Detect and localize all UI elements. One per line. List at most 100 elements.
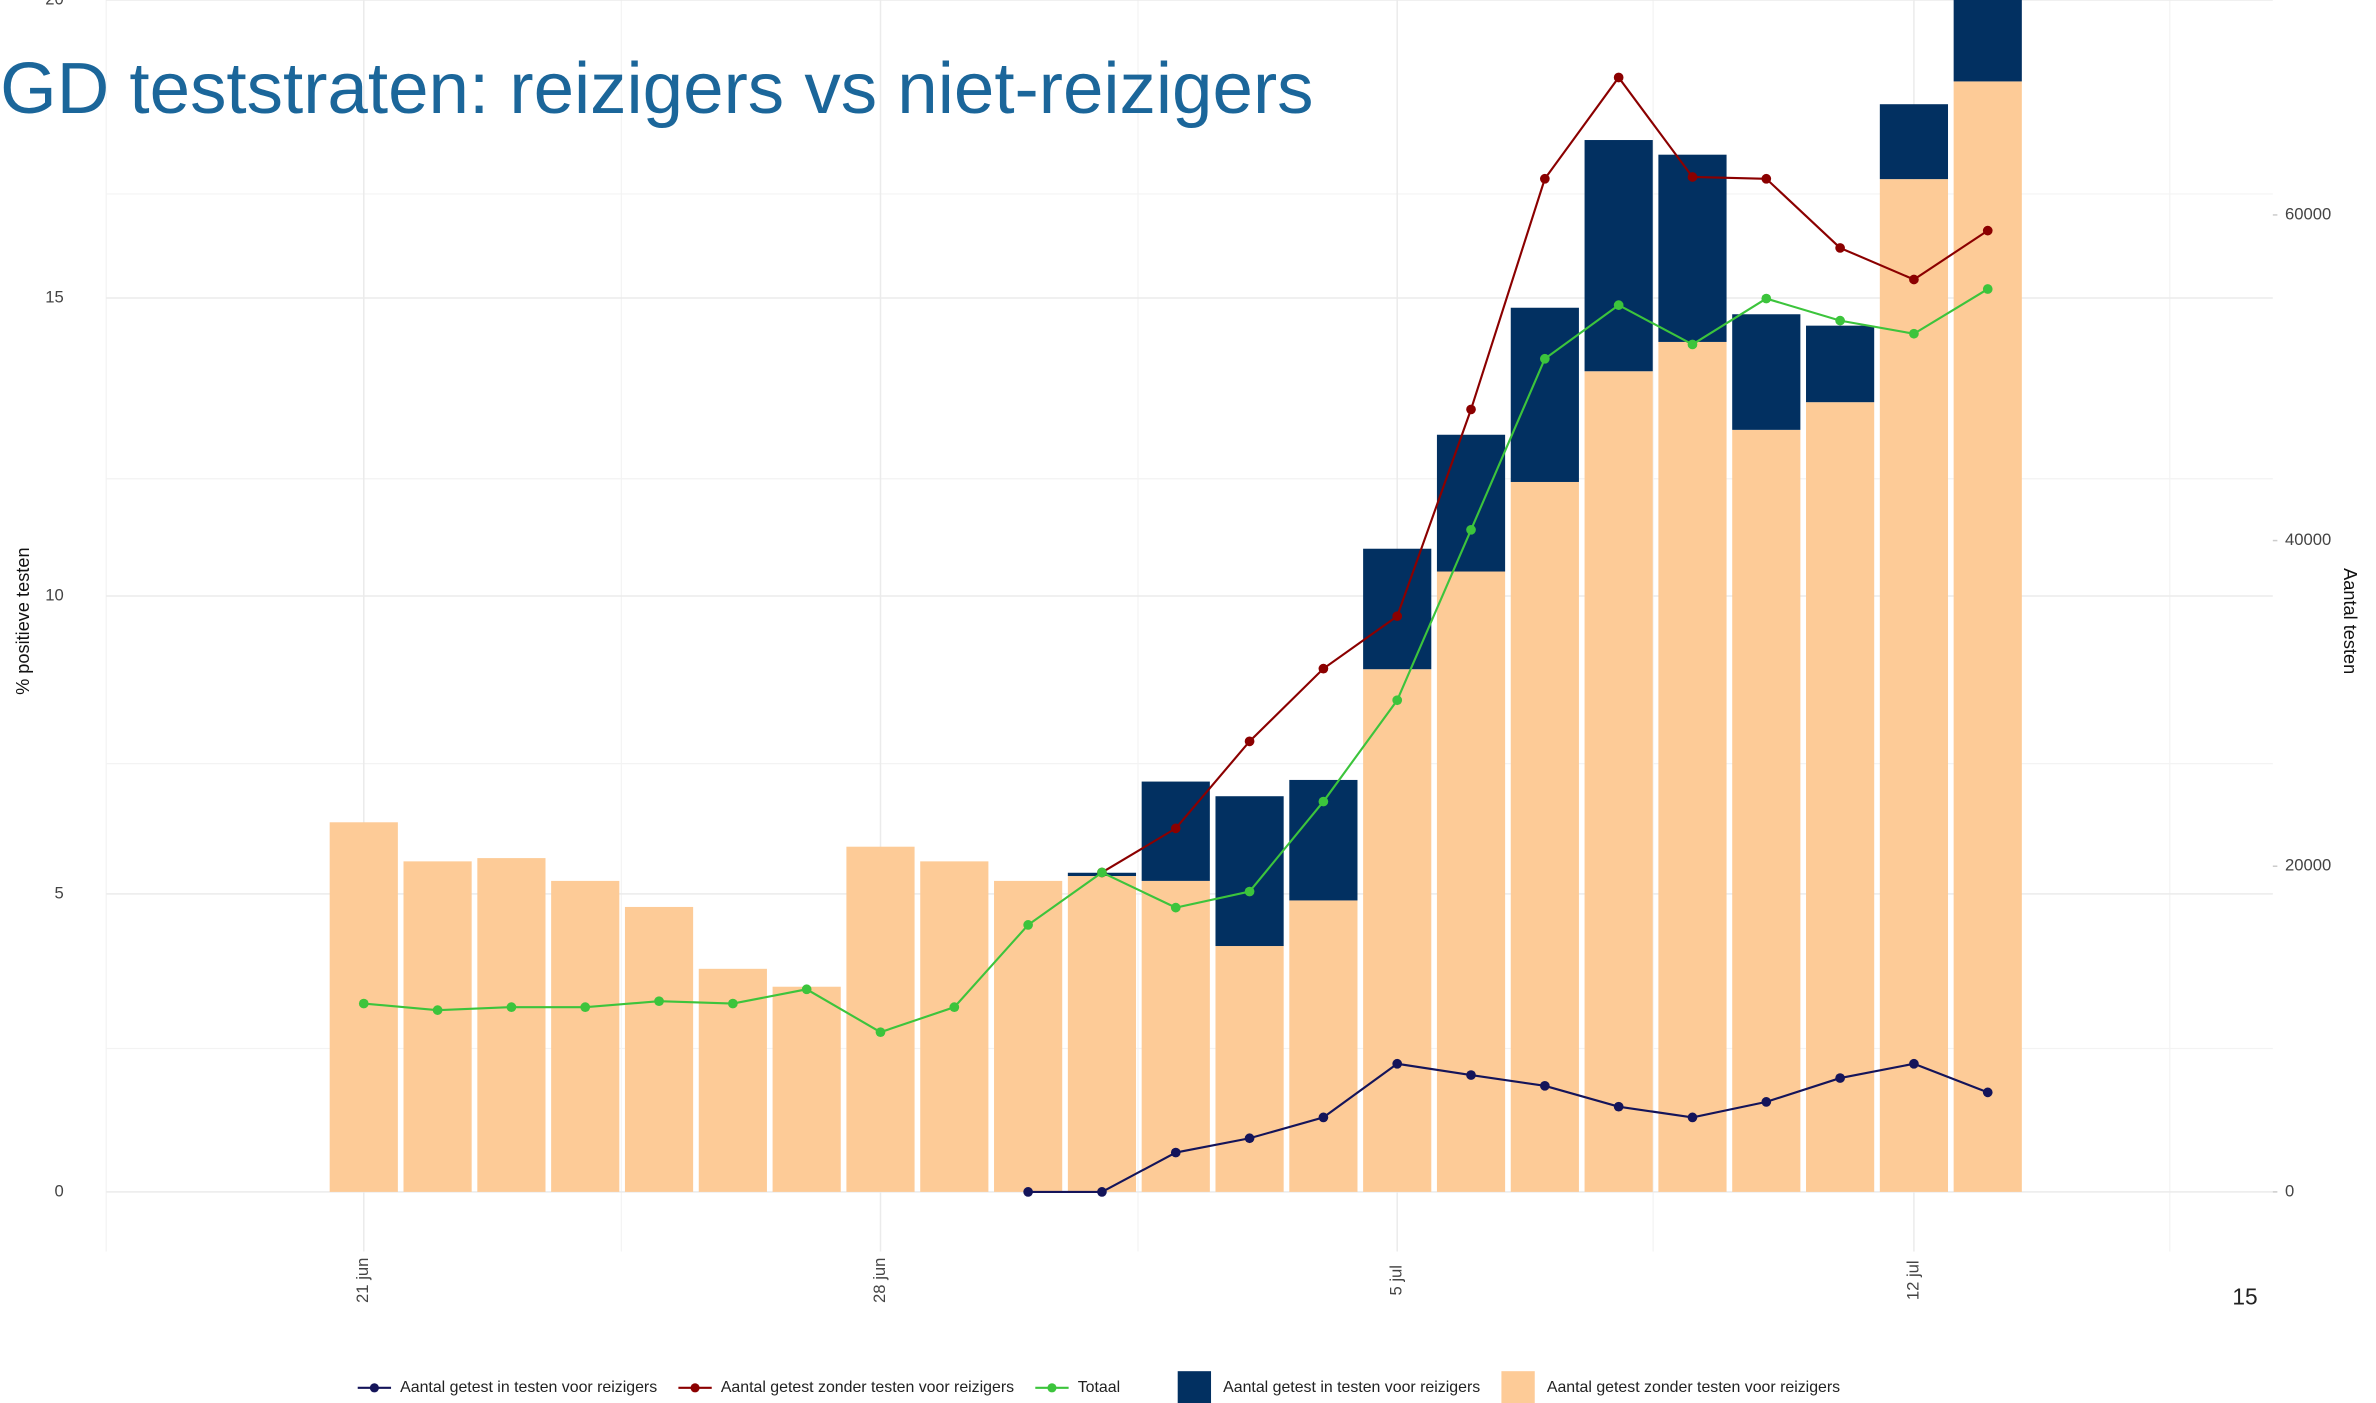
point (1761, 173, 1772, 184)
legend-swatch (1177, 1371, 1212, 1403)
point (728, 998, 738, 1009)
bar (1215, 946, 1284, 1192)
bar (1215, 796, 1284, 947)
y-axis-title: % positieve testen (13, 547, 33, 694)
page-number: 15 (2232, 1283, 2257, 1309)
bar (1436, 571, 1506, 1192)
point (1466, 524, 1476, 535)
legend-point (1047, 1383, 1057, 1393)
point (1244, 886, 1255, 897)
bar (1658, 154, 1727, 342)
bar (994, 880, 1063, 1192)
point (432, 1005, 443, 1015)
bar (1953, 0, 2022, 82)
point (358, 998, 369, 1009)
y2-tick-label: 60000 (2285, 204, 2331, 223)
point (1097, 1187, 1107, 1197)
x-tick-label: 12 jul (1903, 1260, 1922, 1300)
bar (1141, 880, 1210, 1192)
bar (772, 986, 841, 1192)
slide-title: GD teststraten: reizigers vs niet-reizig… (0, 48, 1313, 129)
bar (1436, 434, 1506, 572)
bar (1953, 81, 2022, 1192)
bar (1806, 402, 1875, 1192)
y2-tick-label: 0 (2285, 1181, 2294, 1200)
bar (403, 861, 472, 1192)
point (1835, 315, 1845, 326)
bar (1510, 481, 1579, 1192)
point (1023, 1187, 1033, 1197)
point (1613, 1101, 1624, 1112)
point (1318, 1112, 1329, 1123)
bar (1658, 341, 1727, 1192)
y-tick-label: 20 (45, 0, 64, 8)
legend-label: Totaal (1078, 1379, 1120, 1396)
legend-point (369, 1383, 379, 1393)
bar (624, 906, 694, 1192)
point (1909, 274, 1919, 285)
point (1392, 695, 1403, 706)
y-tick-label: 0 (55, 1181, 64, 1200)
bar (1879, 104, 1949, 180)
point (1835, 243, 1845, 253)
point (1909, 1058, 1919, 1069)
x-tick-label: 21 jun (353, 1258, 372, 1303)
bar (1806, 325, 1875, 403)
y-tick-label: 10 (45, 585, 64, 604)
point (801, 984, 812, 995)
bar (477, 858, 546, 1192)
y-tick-label: 5 (55, 883, 64, 902)
point (506, 1002, 517, 1012)
point (654, 996, 664, 1007)
point (1466, 1070, 1476, 1080)
point (1539, 1080, 1550, 1091)
bar (1363, 548, 1432, 670)
legend-label: Aantal getest zonder testen voor reizige… (721, 1379, 1014, 1396)
point (1982, 225, 1993, 236)
point (949, 1002, 960, 1012)
x-tick-label: 28 jun (870, 1258, 889, 1303)
y2-axis-title: Aantal testen (2340, 568, 2360, 674)
y-tick-label: 15 (45, 287, 64, 306)
point (1687, 339, 1698, 350)
point (1392, 1058, 1403, 1069)
x-tick-label: 5 jul (1387, 1265, 1406, 1296)
bar (1732, 314, 1801, 430)
point (1761, 293, 1772, 304)
y2-tick-label: 40000 (2285, 530, 2331, 549)
legend-label: Aantal getest in testen voor reizigers (1223, 1379, 1480, 1396)
legend-label: Aantal getest in testen voor reizigers (400, 1379, 657, 1396)
point (1687, 172, 1698, 182)
legend-swatch (1501, 1371, 1535, 1403)
point (875, 1027, 886, 1038)
bar (1584, 140, 1653, 372)
bar (1289, 900, 1358, 1192)
y2-tick-label: 20000 (2285, 856, 2331, 875)
point (1318, 663, 1329, 674)
point (1835, 1073, 1845, 1083)
point (1244, 1133, 1255, 1144)
point (1687, 1112, 1698, 1123)
point (1023, 920, 1033, 930)
point (1982, 284, 1993, 294)
bar (920, 861, 989, 1192)
legend-point (690, 1383, 700, 1393)
bar (1510, 307, 1579, 482)
point (1170, 823, 1181, 834)
point (1539, 353, 1550, 364)
line (1028, 1062, 1989, 1193)
point (1909, 328, 1919, 339)
point (1170, 1147, 1181, 1158)
bar (1363, 669, 1432, 1192)
point (1318, 796, 1329, 807)
point (1613, 300, 1624, 310)
point (1392, 611, 1403, 622)
point (580, 1002, 591, 1012)
legend-label: Aantal getest zonder testen voor reizige… (1547, 1379, 1840, 1396)
bar (551, 880, 620, 1192)
point (1244, 736, 1255, 747)
bar (1584, 371, 1653, 1192)
bar (1879, 179, 1949, 1192)
